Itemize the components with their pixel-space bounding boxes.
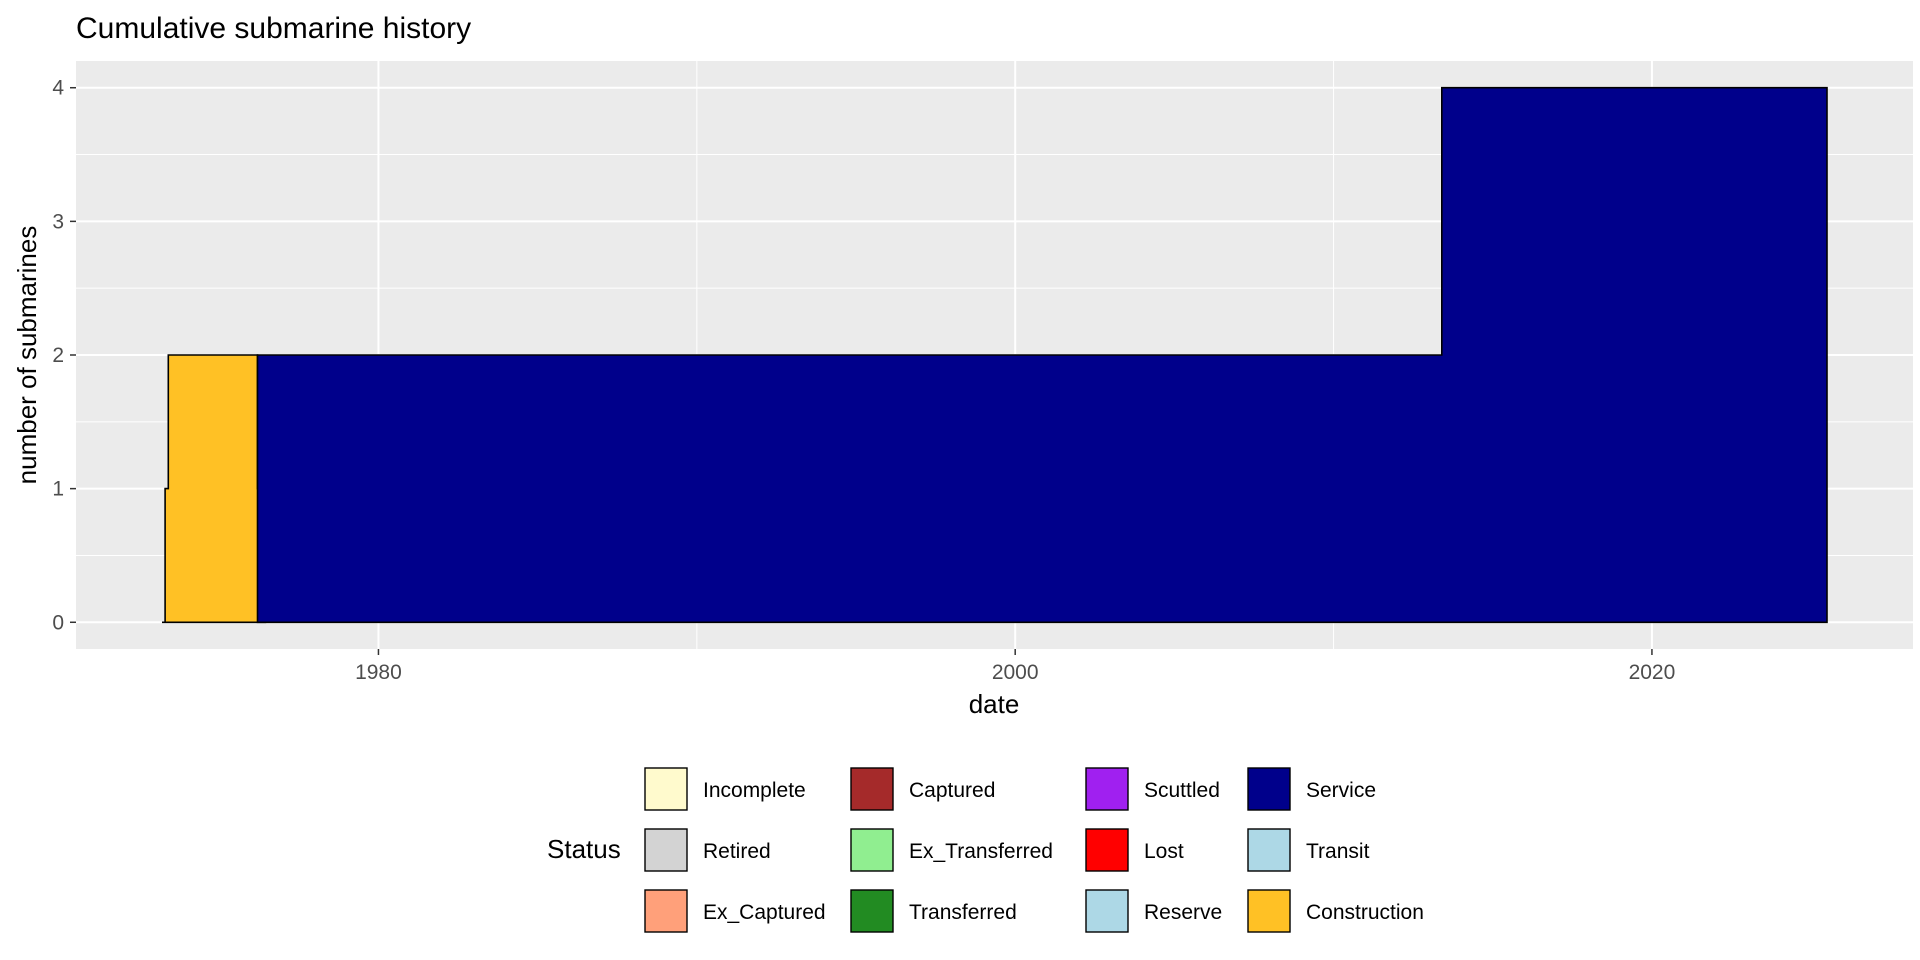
x-axis-title: date	[969, 689, 1020, 719]
legend-label-incomplete: Incomplete	[703, 779, 806, 802]
x-axis: 1980 2000 2020	[355, 649, 1675, 684]
y-axis-title: number of submarines	[12, 226, 42, 485]
y-tick-label: 4	[52, 77, 64, 100]
y-tick-label: 3	[52, 210, 64, 233]
x-tick-label: 1980	[355, 661, 402, 684]
chart-title: Cumulative submarine history	[76, 12, 471, 45]
legend-label-ex-captured: Ex_Captured	[703, 901, 826, 924]
y-tick-label: 0	[52, 611, 64, 634]
legend-label-transit: Transit	[1306, 840, 1370, 863]
legend-label-service: Service	[1306, 779, 1376, 802]
legend-key-incomplete	[644, 767, 688, 811]
legend-key-ex-captured	[644, 889, 688, 933]
legend-label-lost: Lost	[1144, 840, 1184, 863]
legend-key-transferred	[850, 889, 894, 933]
y-tick-label: 2	[52, 344, 64, 367]
legend: Status Incomplete Retired Ex_Captured Captu…	[547, 767, 1424, 933]
legend-key-reserve	[1085, 889, 1129, 933]
area-service	[256, 86, 1828, 624]
x-tick-label: 2020	[1629, 661, 1676, 684]
area-construction	[162, 354, 267, 624]
legend-key-lost	[1085, 828, 1129, 872]
legend-key-service	[1247, 767, 1291, 811]
data-series	[162, 86, 1828, 624]
legend-label-transferred: Transferred	[909, 901, 1017, 924]
legend-label-reserve: Reserve	[1144, 901, 1222, 924]
legend-label-scuttled: Scuttled	[1144, 779, 1220, 802]
legend-key-scuttled	[1085, 767, 1129, 811]
legend-title: Status	[547, 834, 621, 864]
x-tick-label: 2000	[992, 661, 1039, 684]
legend-key-transit	[1247, 828, 1291, 872]
y-tick-label: 1	[52, 478, 64, 501]
y-axis: 0 1 2 3 4	[52, 77, 76, 634]
legend-label-ex-transferred: Ex_Transferred	[909, 840, 1053, 863]
legend-key-ex-transferred	[850, 828, 894, 872]
legend-label-retired: Retired	[703, 840, 771, 863]
legend-key-retired	[644, 828, 688, 872]
legend-key-construction	[1247, 889, 1291, 933]
legend-label-captured: Captured	[909, 779, 995, 802]
legend-label-construction: Construction	[1306, 901, 1424, 924]
legend-key-captured	[850, 767, 894, 811]
